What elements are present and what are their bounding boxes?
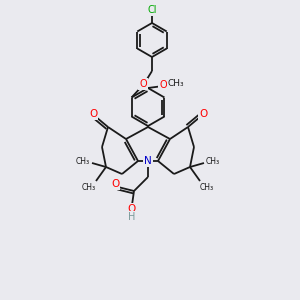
Text: O: O <box>139 79 147 89</box>
Text: O: O <box>128 204 136 214</box>
Text: Cl: Cl <box>147 5 157 15</box>
Text: CH₃: CH₃ <box>82 182 96 191</box>
Text: O: O <box>159 80 167 90</box>
Text: N: N <box>144 156 152 166</box>
Text: O: O <box>111 179 119 189</box>
Text: CH₃: CH₃ <box>76 157 90 166</box>
Text: O: O <box>89 109 97 119</box>
Text: CH₃: CH₃ <box>206 157 220 166</box>
Text: CH₃: CH₃ <box>200 182 214 191</box>
Text: CH₃: CH₃ <box>168 80 184 88</box>
Text: H: H <box>128 212 136 222</box>
Text: O: O <box>199 109 207 119</box>
